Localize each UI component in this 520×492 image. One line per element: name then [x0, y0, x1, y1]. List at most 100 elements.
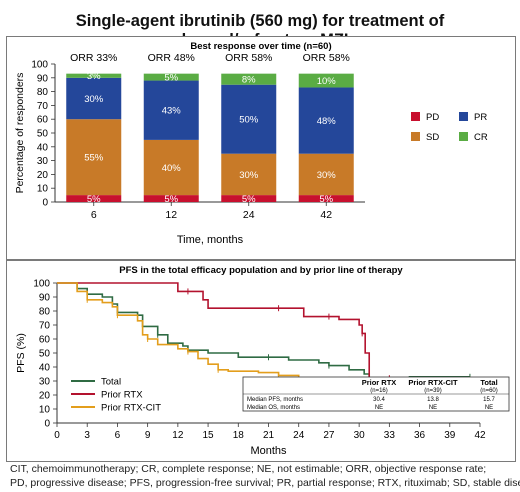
pfs-chart-panel: PFS in the total efficacy population and…: [6, 260, 516, 462]
y-tick-label: 100: [33, 279, 50, 290]
x-axis-title: Time, months: [177, 234, 244, 246]
y-axis-title: PFS (%): [15, 333, 27, 373]
y-tick-label: 10: [37, 184, 49, 195]
legend-label-sd: SD: [426, 132, 439, 143]
x-tick-label: 42: [320, 209, 332, 221]
y-tick-label: 100: [31, 60, 48, 71]
bar-segment-pr: [221, 84, 277, 154]
bar-value-label: 55%: [84, 153, 104, 164]
bar-segment-pr: [298, 87, 354, 154]
bar-segment-pd: [221, 195, 277, 202]
table-cell: Median OS, months: [247, 405, 300, 411]
x-tick-label: 15: [203, 430, 215, 441]
x-tick-label: 18: [233, 430, 245, 441]
y-tick-label: 0: [44, 419, 50, 430]
bar-value-label: 30%: [84, 94, 104, 105]
y-tick-label: 20: [37, 170, 49, 181]
legend-swatch-pd: [411, 112, 420, 121]
legend-swatch-sd: [411, 132, 420, 141]
y-tick-label: 0: [42, 198, 48, 209]
footnote-line-1: CIT, chemoimmunotherapy; CR, complete re…: [10, 463, 487, 475]
bar-segment-cr: [221, 73, 277, 85]
bar-value-label: 5%: [87, 194, 101, 205]
y-tick-label: 80: [39, 307, 51, 318]
bar-value-label: 5%: [319, 194, 333, 205]
legend-label-pd: PD: [426, 112, 439, 123]
pfs-chart-title: PFS in the total efficacy population and…: [119, 265, 403, 276]
table-cell: Median PFS, months: [247, 397, 303, 403]
y-tick-label: 10: [39, 405, 51, 416]
y-tick-label: 30: [37, 156, 49, 167]
table-cell: NE: [375, 405, 383, 411]
bar-segment-sd: [143, 139, 199, 196]
x-tick-label: 6: [115, 430, 121, 441]
bar-value-label: 5%: [164, 194, 178, 205]
bar-segment-pd: [143, 195, 199, 202]
y-tick-label: 60: [39, 335, 51, 346]
bar-segment-pr: [143, 80, 199, 140]
orr-label: ORR 33%: [70, 52, 117, 64]
y-tick-label: 20: [39, 391, 51, 402]
table-header: (n=16): [370, 388, 388, 394]
legend-label: Total: [101, 377, 121, 388]
bar-value-label: 3%: [87, 71, 101, 82]
x-tick-label: 12: [165, 209, 177, 221]
table-header: Prior RTX-CIT: [408, 378, 458, 387]
bar-segment-sd: [298, 153, 354, 196]
y-tick-label: 50: [39, 349, 51, 360]
bar-segment-cr: [66, 73, 122, 78]
x-tick-label: 3: [84, 430, 90, 441]
orr-label: ORR 58%: [303, 52, 350, 64]
bar-segment-cr: [143, 73, 199, 81]
bar-segment-cr: [298, 73, 354, 88]
y-tick-label: 60: [37, 115, 49, 126]
x-tick-label: 21: [263, 430, 275, 441]
table-header: Prior RTX: [362, 378, 397, 387]
bar-value-label: 30%: [239, 170, 259, 181]
km-curve-prior-rtx: [57, 282, 470, 379]
legend-label: Prior RTX: [101, 390, 143, 401]
bar-value-label: 5%: [242, 194, 256, 205]
legend-label: Prior RTX-CIT: [101, 403, 161, 414]
x-tick-label: 33: [384, 430, 396, 441]
table-header: Total: [480, 378, 497, 387]
orr-label: ORR 58%: [225, 52, 272, 64]
bar-chart-svg: Best response over time (n=60) 0 10 20 30 40 5…: [14, 41, 488, 246]
bar-value-label: 8%: [242, 75, 256, 86]
y-tick-label: 40: [37, 142, 49, 153]
x-tick-label: 24: [243, 209, 255, 221]
table-cell: 15.7: [483, 397, 495, 403]
x-tick-label: 12: [172, 430, 184, 441]
x-tick-label: 6: [91, 209, 97, 221]
table-cell: 13.8: [427, 397, 439, 403]
legend-swatch-cr: [459, 132, 468, 141]
bar-value-label: 43%: [162, 106, 182, 117]
bar-value-label: 48%: [317, 116, 337, 127]
y-tick-label: 50: [37, 129, 49, 140]
bar-segment-sd: [66, 119, 122, 196]
y-tick-label: 70: [37, 101, 49, 112]
y-tick-label: 90: [39, 293, 51, 304]
table-cell: NE: [485, 405, 493, 411]
bar-chart-title: Best response over time (n=60): [190, 41, 331, 52]
bar-segment-pd: [66, 195, 122, 202]
x-tick-label: 0: [54, 430, 60, 441]
bar-segment-sd: [221, 153, 277, 196]
bar-segment-pr: [66, 77, 122, 120]
table-header: (n=39): [424, 388, 442, 394]
y-tick-label: 30: [39, 377, 51, 388]
x-tick-label: 36: [414, 430, 426, 441]
y-tick-label: 80: [37, 87, 49, 98]
x-tick-label: 24: [293, 430, 305, 441]
x-tick-label: 30: [354, 430, 366, 441]
x-axis-title: Months: [250, 445, 287, 457]
y-tick-label: 70: [39, 321, 51, 332]
legend-label-cr: CR: [474, 132, 488, 143]
y-tick-label: 40: [39, 363, 51, 374]
y-axis-title: Percentage of responders: [14, 73, 26, 194]
table-cell: NE: [429, 405, 437, 411]
legend-label-pr: PR: [474, 112, 487, 123]
bar-value-label: 5%: [164, 73, 178, 84]
bar-segment-pd: [298, 195, 354, 202]
